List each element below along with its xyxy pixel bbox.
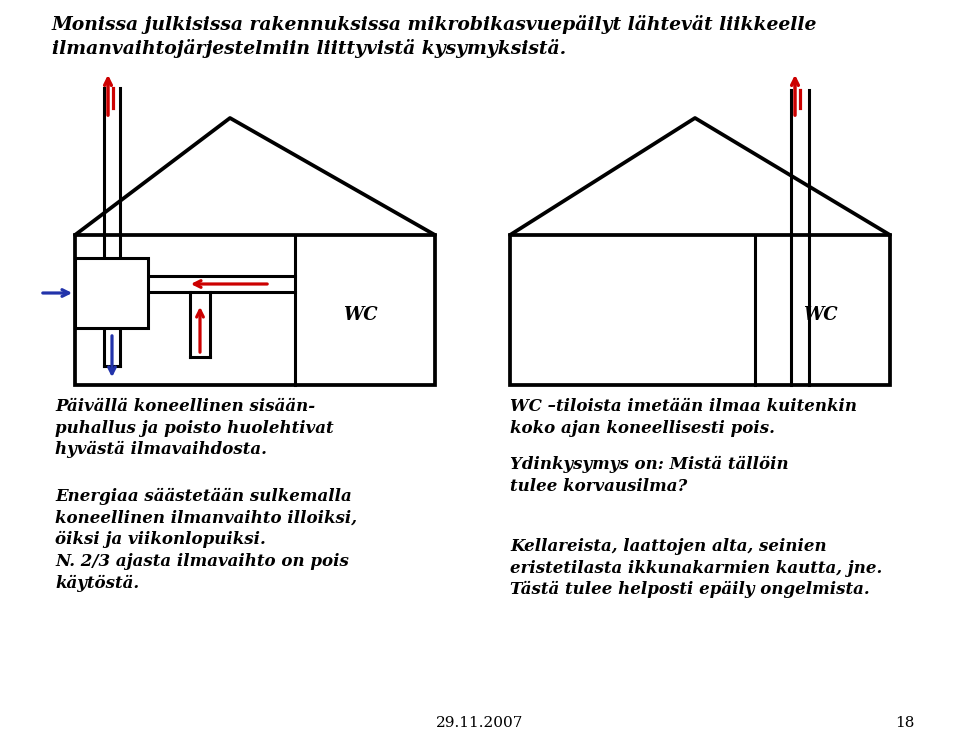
Text: WC: WC [803,306,837,324]
Text: WC: WC [343,306,377,324]
Text: Monissa julkisissa rakennuksissa mikrobikasvuepäilyt lähtevät liikkeelle
ilmanva: Monissa julkisissa rakennuksissa mikrobi… [52,15,817,57]
Text: Ydinkysymys on: Mistä tällöin
tulee korvausilma?: Ydinkysymys on: Mistä tällöin tulee korv… [510,456,788,495]
Text: WC –tiloista imetään ilmaa kuitenkin
koko ajan koneellisesti pois.: WC –tiloista imetään ilmaa kuitenkin kok… [510,398,857,436]
Text: Kellareista, laattojen alta, seinien
eristetilasta ikkunakarmien kautta, jne.
Tä: Kellareista, laattojen alta, seinien eri… [510,538,882,598]
Bar [75,235,435,385]
Text: Energiaa säästetään sulkemalla
koneellinen ilmanvaihto illoiksi,
öiksi ja viikon: Energiaa säästetään sulkemalla koneellin… [55,488,357,592]
Text: 29.11.2007: 29.11.2007 [436,716,524,730]
Bar [75,258,148,328]
Text: 18: 18 [896,716,915,730]
Bar [510,235,890,385]
Text: Päivällä koneellinen sisään-
puhallus ja poisto huolehtivat
hyvästä ilmavaihdost: Päivällä koneellinen sisään- puhallus ja… [55,398,334,458]
